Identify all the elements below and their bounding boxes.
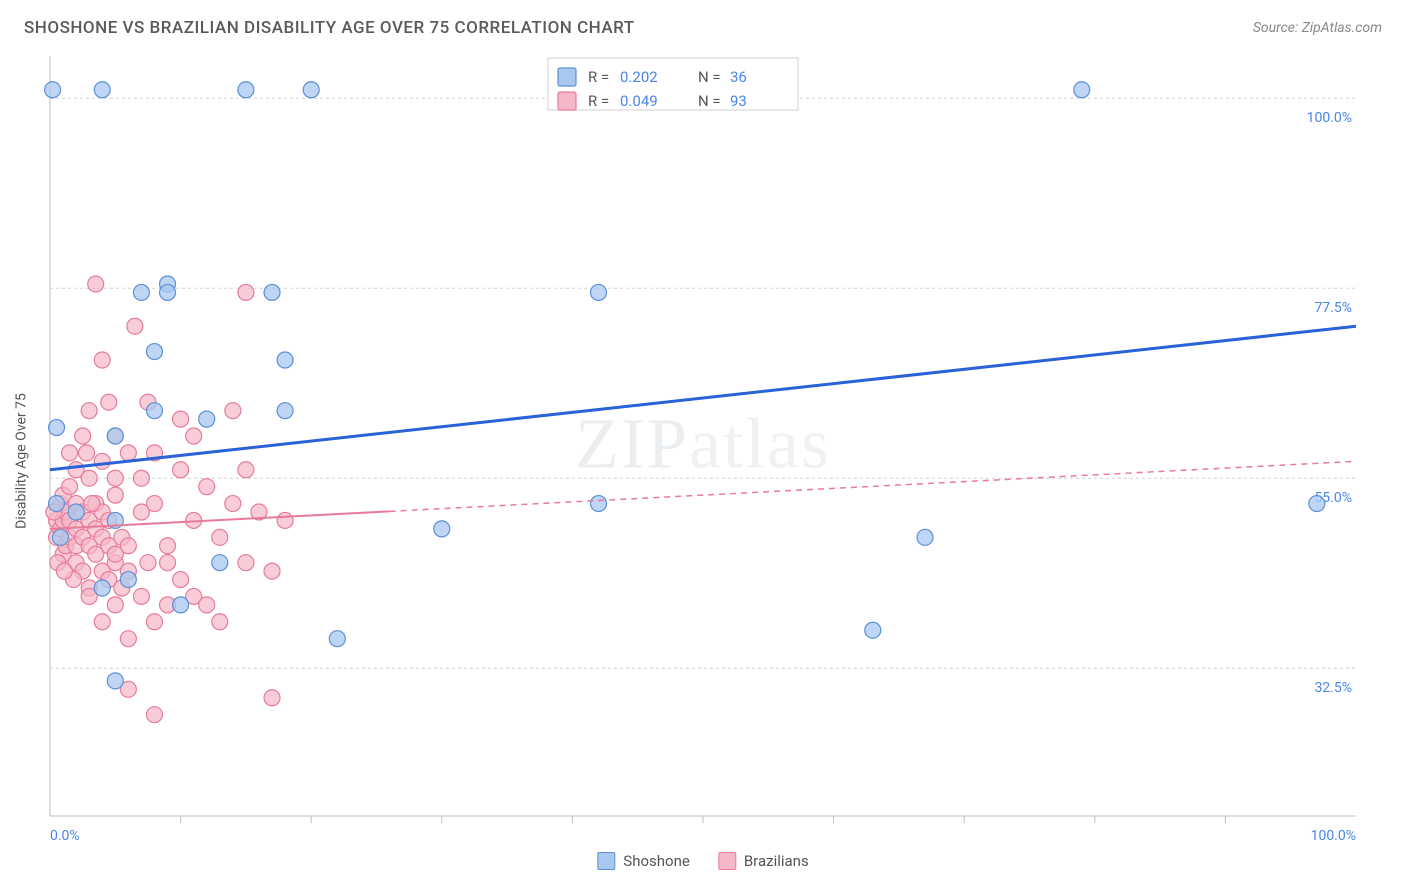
legend-label: Shoshone — [623, 852, 690, 870]
svg-text:0.049: 0.049 — [620, 92, 658, 110]
svg-text:N =: N = — [698, 92, 721, 110]
svg-text:36: 36 — [730, 68, 747, 86]
svg-text:0.0%: 0.0% — [50, 828, 80, 844]
svg-text:93: 93 — [730, 92, 747, 110]
chart-area: Disability Age Over 75 ZIPatlas 32.5%55.… — [0, 46, 1406, 876]
footer-legend: Shoshone Brazilians — [597, 852, 808, 870]
chart-title: SHOSHONE VS BRAZILIAN DISABILITY AGE OVE… — [24, 18, 635, 38]
legend-item-brazilians: Brazilians — [718, 852, 809, 870]
legend-label: Brazilians — [744, 852, 809, 870]
svg-text:32.5%: 32.5% — [1314, 680, 1352, 696]
svg-text:R =: R = — [588, 68, 609, 86]
svg-text:N =: N = — [698, 68, 721, 86]
legend-item-shoshone: Shoshone — [597, 852, 690, 870]
y-axis-label: Disability Age Over 75 — [14, 393, 30, 529]
legend-swatch — [597, 852, 615, 870]
scatter-chart-svg: 32.5%55.0%77.5%100.0%0.0%100.0%R =0.202N… — [0, 46, 1406, 866]
svg-text:100.0%: 100.0% — [1307, 110, 1352, 126]
svg-text:100.0%: 100.0% — [1311, 828, 1356, 844]
svg-text:0.202: 0.202 — [620, 68, 658, 86]
legend-swatch — [718, 852, 736, 870]
chart-source: Source: ZipAtlas.com — [1253, 20, 1382, 36]
chart-header: SHOSHONE VS BRAZILIAN DISABILITY AGE OVE… — [0, 0, 1406, 46]
svg-text:77.5%: 77.5% — [1314, 300, 1352, 316]
svg-text:R =: R = — [588, 92, 609, 110]
